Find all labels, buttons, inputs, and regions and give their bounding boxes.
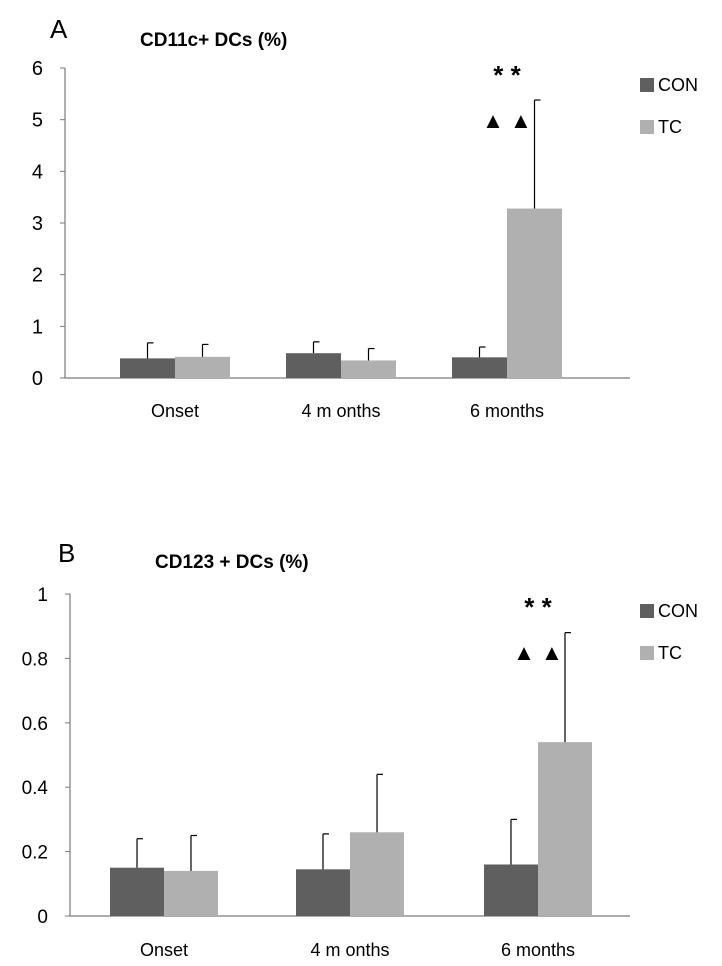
legend-swatch-con (640, 78, 654, 92)
legend-item-tc: TC (640, 642, 698, 664)
legend-item-tc: TC (640, 116, 698, 138)
significance-stars: * * (493, 60, 521, 90)
y-tick-label: 2 (32, 265, 43, 287)
y-tick-label: 0.8 (22, 649, 48, 670)
legend-label-tc: TC (658, 642, 682, 663)
y-tick-label: 0.6 (22, 714, 48, 735)
y-tick-label: 5 (32, 110, 43, 132)
bar-chart-b: 0 0.2 0.4 0.6 0.8 1 Onset 4 m onths 6 months * * ▲… (22, 585, 630, 960)
legend-label-con: CON (658, 74, 698, 95)
panel-letter-a: A (50, 14, 68, 44)
chart-title-b: CD123 + DCs (%) (155, 552, 309, 573)
significance-stars: * * (524, 592, 552, 622)
chart-panel-a: A CD11c+ DCs (%) 0 1 2 3 4 5 6 Onset 4 m onths 6 … (0, 0, 722, 470)
x-tick-label: 4 m onths (301, 401, 380, 421)
legend-b: CON TC (640, 600, 698, 684)
significance-triangles: ▲ ▲ (513, 640, 563, 665)
bar-con (296, 869, 350, 916)
bar-con (286, 353, 341, 378)
y-tick-label: 1 (32, 316, 43, 338)
legend-a: CON TC (640, 74, 698, 158)
legend-item-con: CON (640, 74, 698, 96)
bar-chart-a: 0 1 2 3 4 5 6 Onset 4 m onths 6 months * * ▲ ▲ (32, 58, 630, 421)
y-tick-label: 0 (32, 368, 43, 390)
x-tick-label: 4 m onths (310, 940, 389, 960)
legend-swatch-tc (640, 646, 654, 660)
x-tick-label: Onset (140, 940, 188, 960)
significance-triangles: ▲ ▲ (482, 108, 532, 133)
x-tick-label: 6 months (501, 940, 575, 960)
bar-con (110, 867, 164, 916)
bar-tc (507, 208, 562, 378)
legend-swatch-con (640, 604, 654, 618)
y-tick-label: 0.4 (22, 778, 49, 799)
y-tick-label: 0 (37, 907, 48, 928)
bar-tc (164, 870, 218, 916)
bar-tc (341, 360, 396, 378)
bar-con (120, 358, 175, 378)
legend-swatch-tc (640, 120, 654, 134)
x-tick-label: 6 months (470, 401, 544, 421)
chart-title-a: CD11c+ DCs (%) (140, 30, 288, 51)
bar-con (452, 357, 507, 378)
panel-letter-b: B (58, 538, 76, 568)
y-tick-label: 6 (32, 58, 43, 80)
y-tick-label: 4 (32, 161, 43, 183)
bar-con (484, 864, 538, 916)
legend-label-tc: TC (658, 116, 682, 137)
x-tick-label: Onset (151, 401, 199, 421)
y-tick-label: 0.2 (22, 843, 48, 864)
bar-tc (350, 832, 404, 916)
legend-item-con: CON (640, 600, 698, 622)
y-tick-label: 3 (32, 213, 43, 235)
legend-label-con: CON (658, 600, 698, 621)
bar-tc (538, 742, 592, 916)
bar-tc (175, 356, 230, 378)
chart-panel-b: B CD123 + DCs (%) 0 0.2 0.4 0.6 0.8 1 Onset 4 m… (0, 520, 722, 966)
y-tick-label: 1 (37, 585, 48, 606)
